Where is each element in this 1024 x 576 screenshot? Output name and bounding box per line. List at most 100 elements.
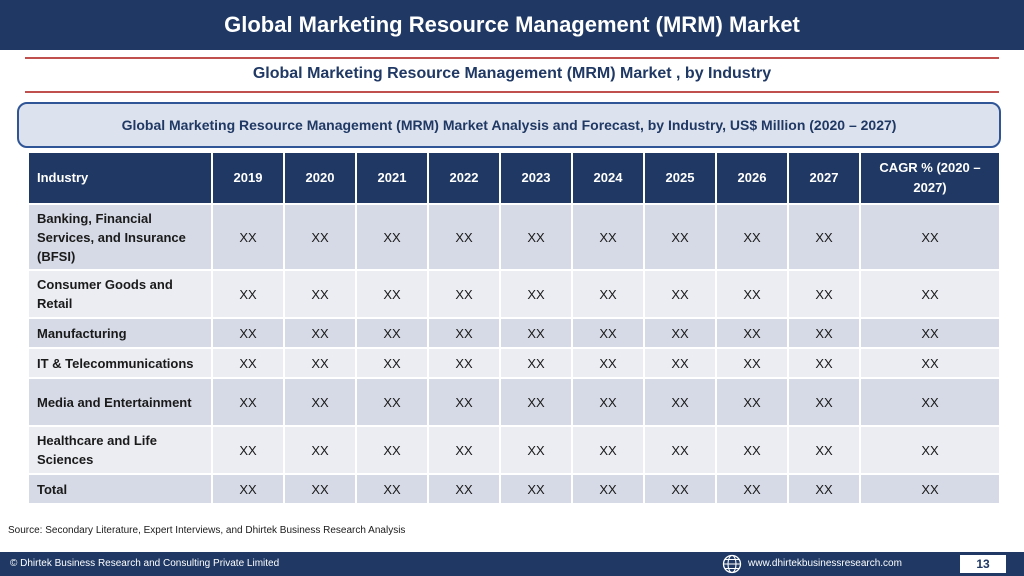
footer-bar: © Dhirtek Business Research and Consulti…	[0, 552, 1024, 576]
table-caption: Global Marketing Resource Management (MR…	[17, 102, 1001, 148]
value-cell: XX	[211, 203, 285, 271]
value-cell: XX	[859, 203, 1001, 271]
table-row: Media and Entertainment XX XX XX XX XX XX XX XX X…	[27, 377, 1001, 427]
page-number: 13	[960, 555, 1006, 573]
value-cell: XX	[283, 377, 357, 427]
column-header: 2024	[571, 151, 645, 205]
value-cell: XX	[643, 377, 717, 427]
value-cell: XX	[283, 347, 357, 379]
column-header: 2023	[499, 151, 573, 205]
value-cell: XX	[715, 203, 789, 271]
slide-title: Global Marketing Resource Management (MR…	[0, 0, 1024, 50]
value-cell: XX	[571, 473, 645, 505]
value-cell: XX	[355, 269, 429, 319]
industry-cell: Manufacturing	[27, 317, 213, 349]
value-cell: XX	[643, 317, 717, 349]
table-row: IT & Telecommunications XX XX XX XX XX XX XX XX X…	[27, 347, 1001, 379]
value-cell: XX	[283, 425, 357, 475]
value-cell: XX	[715, 347, 789, 379]
value-cell: XX	[715, 317, 789, 349]
value-cell: XX	[643, 347, 717, 379]
value-cell: XX	[427, 317, 501, 349]
value-cell: XX	[571, 377, 645, 427]
value-cell: XX	[427, 203, 501, 271]
column-header: 2026	[715, 151, 789, 205]
value-cell: XX	[211, 377, 285, 427]
value-cell: XX	[211, 347, 285, 379]
value-cell: XX	[499, 203, 573, 271]
website-link[interactable]: www.dhirtekbusinessresearch.com	[748, 558, 902, 569]
value-cell: XX	[715, 425, 789, 475]
slide-subtitle: Global Marketing Resource Management (MR…	[252, 65, 772, 82]
value-cell: XX	[787, 317, 861, 349]
column-header: CAGR % (2020 – 2027)	[859, 151, 1001, 205]
value-cell: XX	[643, 269, 717, 319]
value-cell: XX	[211, 425, 285, 475]
value-cell: XX	[787, 203, 861, 271]
value-cell: XX	[571, 347, 645, 379]
value-cell: XX	[571, 203, 645, 271]
industry-cell: Banking, Financial Services, and Insuran…	[27, 203, 213, 271]
value-cell: XX	[355, 317, 429, 349]
globe-icon	[722, 554, 742, 574]
industry-cell: IT & Telecommunications	[27, 347, 213, 379]
value-cell: XX	[427, 377, 501, 427]
value-cell: XX	[859, 317, 1001, 349]
value-cell: XX	[283, 317, 357, 349]
source-note: Source: Secondary Literature, Expert Int…	[8, 525, 406, 536]
value-cell: XX	[427, 473, 501, 505]
value-cell: XX	[499, 473, 573, 505]
column-header: 2022	[427, 151, 501, 205]
column-header: 2019	[211, 151, 285, 205]
table-row: Manufacturing XX XX XX XX XX XX XX XX XX XX	[27, 317, 1001, 349]
value-cell: XX	[355, 347, 429, 379]
value-cell: XX	[859, 377, 1001, 427]
table-row: Banking, Financial Services, and Insuran…	[27, 203, 1001, 271]
column-header: 2021	[355, 151, 429, 205]
table-row: Total XX XX XX XX XX XX XX XX XX XX	[27, 473, 1001, 505]
column-header: 2027	[787, 151, 861, 205]
industry-cell: Total	[27, 473, 213, 505]
copyright-text: © Dhirtek Business Research and Consulti…	[10, 558, 280, 569]
column-header: 2020	[283, 151, 357, 205]
top-divider	[25, 57, 999, 59]
value-cell: XX	[787, 425, 861, 475]
value-cell: XX	[859, 425, 1001, 475]
value-cell: XX	[715, 473, 789, 505]
value-cell: XX	[355, 377, 429, 427]
column-header: 2025	[643, 151, 717, 205]
bottom-divider	[25, 91, 999, 93]
value-cell: XX	[283, 473, 357, 505]
value-cell: XX	[643, 473, 717, 505]
value-cell: XX	[571, 317, 645, 349]
industry-cell: Media and Entertainment	[27, 377, 213, 427]
value-cell: XX	[643, 203, 717, 271]
value-cell: XX	[283, 269, 357, 319]
value-cell: XX	[427, 425, 501, 475]
column-header-industry: Industry	[27, 151, 213, 205]
value-cell: XX	[499, 269, 573, 319]
table-row: Consumer Goods and Retail XX XX XX XX XX XX XX X…	[27, 269, 1001, 319]
value-cell: XX	[715, 269, 789, 319]
table-row: Healthcare and Life Sciences XX XX XX XX XX XX…	[27, 425, 1001, 475]
value-cell: XX	[355, 473, 429, 505]
table-header-row: Industry 2019 2020 2021 2022 2023 2024 2025 2026…	[27, 151, 1001, 205]
value-cell: XX	[859, 347, 1001, 379]
value-cell: XX	[427, 269, 501, 319]
value-cell: XX	[355, 203, 429, 271]
market-table: Industry 2019 2020 2021 2022 2023 2024 2025 2026…	[27, 151, 1001, 505]
value-cell: XX	[499, 317, 573, 349]
value-cell: XX	[211, 269, 285, 319]
value-cell: XX	[859, 269, 1001, 319]
value-cell: XX	[715, 377, 789, 427]
value-cell: XX	[283, 203, 357, 271]
industry-cell: Healthcare and Life Sciences	[27, 425, 213, 475]
value-cell: XX	[571, 269, 645, 319]
value-cell: XX	[859, 473, 1001, 505]
value-cell: XX	[427, 347, 501, 379]
value-cell: XX	[499, 377, 573, 427]
value-cell: XX	[499, 347, 573, 379]
industry-cell: Consumer Goods and Retail	[27, 269, 213, 319]
value-cell: XX	[787, 269, 861, 319]
value-cell: XX	[355, 425, 429, 475]
